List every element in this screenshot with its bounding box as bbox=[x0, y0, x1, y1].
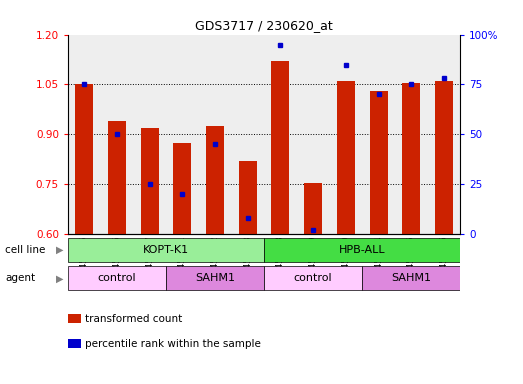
Text: SAHM1: SAHM1 bbox=[391, 273, 431, 283]
Bar bbox=[435, 81, 453, 234]
Text: control: control bbox=[294, 273, 333, 283]
Text: percentile rank within the sample: percentile rank within the sample bbox=[85, 339, 260, 349]
Bar bbox=[174, 143, 191, 234]
Text: SAHM1: SAHM1 bbox=[195, 273, 235, 283]
Bar bbox=[206, 126, 224, 234]
Text: HPB-ALL: HPB-ALL bbox=[339, 245, 385, 255]
Bar bbox=[166, 266, 264, 291]
Text: ▶: ▶ bbox=[56, 273, 64, 283]
Text: control: control bbox=[98, 273, 137, 283]
Bar bbox=[141, 128, 158, 234]
Text: KOPT-K1: KOPT-K1 bbox=[143, 245, 189, 255]
Bar bbox=[108, 121, 126, 234]
Bar bbox=[271, 61, 289, 234]
Bar bbox=[337, 81, 355, 234]
Bar bbox=[264, 237, 460, 262]
Bar bbox=[68, 266, 166, 291]
Text: transformed count: transformed count bbox=[85, 314, 182, 324]
Bar bbox=[75, 84, 93, 234]
Title: GDS3717 / 230620_at: GDS3717 / 230620_at bbox=[195, 19, 333, 32]
Text: agent: agent bbox=[5, 273, 36, 283]
Bar bbox=[68, 237, 264, 262]
Text: ▶: ▶ bbox=[56, 245, 64, 255]
Bar bbox=[402, 83, 420, 234]
Bar bbox=[370, 91, 388, 234]
Text: cell line: cell line bbox=[5, 245, 46, 255]
Bar bbox=[264, 266, 362, 291]
Bar bbox=[362, 266, 460, 291]
Bar bbox=[239, 161, 257, 234]
Bar bbox=[304, 183, 322, 234]
